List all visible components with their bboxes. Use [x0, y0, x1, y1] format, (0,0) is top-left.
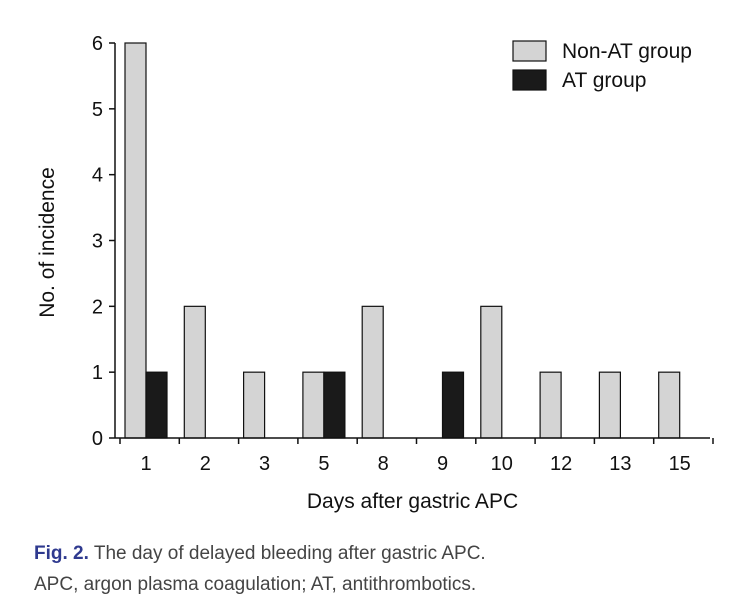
y-axis-title: No. of incidence [36, 167, 59, 318]
legend-label-at: AT group [562, 69, 646, 92]
caption-line-2: APC, argon plasma coagulation; AT, antit… [34, 574, 477, 595]
bar-non-at [598, 371, 622, 439]
y-tick-label: 3 [92, 231, 103, 253]
y-axis-ticks: 0 1 2 3 4 5 6 [92, 33, 115, 450]
x-tick-label: 5 [318, 453, 329, 475]
bar-non-at [183, 305, 206, 439]
y-tick-label: 4 [92, 165, 103, 187]
caption-line-1: Fig. 2. The day of delayed bleeding afte… [34, 538, 734, 569]
x-tick-label: 15 [669, 453, 691, 475]
bar-non-at [539, 371, 562, 439]
y-tick-label: 5 [92, 99, 103, 121]
bar-at [145, 371, 168, 439]
x-tick-label: 1 [140, 453, 151, 475]
figure-caption: Fig. 2. The day of delayed bleeding afte… [34, 538, 734, 600]
bar-at [323, 371, 346, 439]
bar-non-at [480, 305, 503, 439]
bar-non-at [658, 371, 681, 439]
x-tick-label: 3 [259, 453, 270, 475]
y-tick-label: 1 [92, 362, 103, 384]
bar-non-at [361, 305, 384, 439]
figure-label: Fig. 2. [34, 543, 89, 564]
x-tick-label: 2 [200, 453, 211, 475]
y-tick-label: 6 [92, 33, 103, 55]
legend-swatch-at [512, 69, 547, 91]
bar-at [441, 371, 465, 439]
bar-non-at [243, 371, 266, 439]
legend: Non-AT group AT group [512, 40, 692, 92]
bars [124, 42, 681, 439]
x-tick-label: 13 [609, 453, 631, 475]
x-axis-title: Days after gastric APC [307, 490, 518, 513]
legend-label-non-at: Non-AT group [562, 40, 692, 63]
x-tick-label: 8 [378, 453, 389, 475]
bar-non-at [124, 42, 147, 439]
x-axis-ticks: 1 2 3 5 8 9 10 12 13 15 [119, 438, 714, 475]
caption-title: The day of delayed bleeding after gastri… [88, 543, 486, 564]
legend-swatch-non-at [512, 40, 547, 62]
bar-non-at [302, 371, 325, 439]
x-tick-label: 10 [491, 453, 513, 475]
x-tick-label: 12 [550, 453, 572, 475]
x-tick-label: 9 [437, 453, 448, 475]
y-tick-label: 0 [92, 428, 103, 450]
y-tick-label: 2 [92, 296, 103, 318]
